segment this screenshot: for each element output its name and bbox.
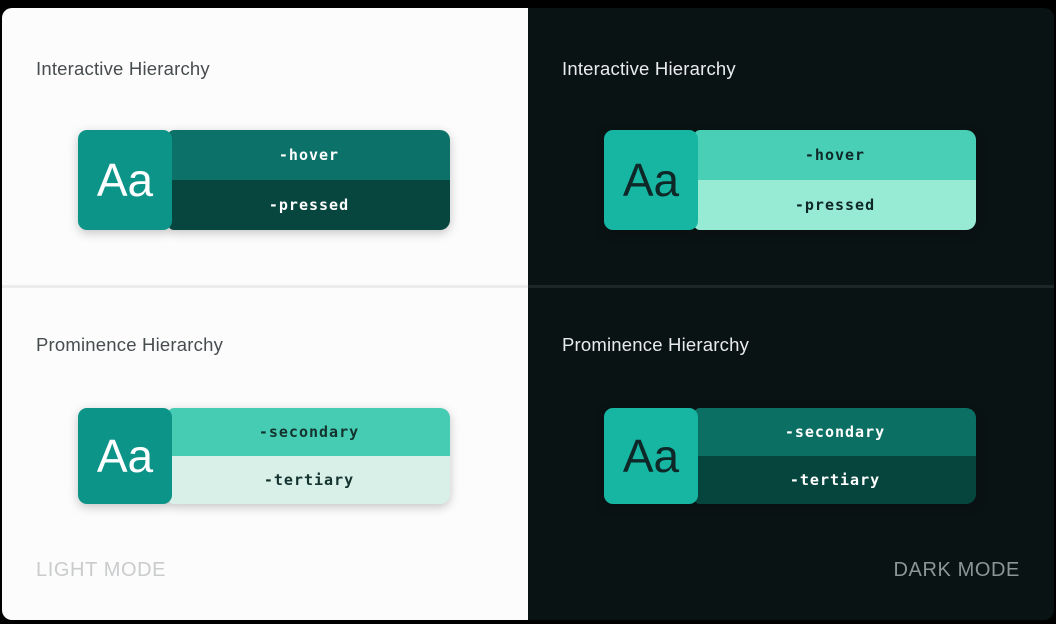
section-title: Interactive Hierarchy [36,58,210,79]
tertiary-swatch-bar: -tertiary [168,456,450,504]
aa-sample-text: Aa [622,430,680,482]
light-mode-label: LIGHT MODE [36,559,167,581]
swatch-bars: -hover -pressed [694,130,976,230]
swatch-bars: -secondary -tertiary [168,408,450,504]
secondary-swatch-bar: -secondary [168,408,450,456]
section-divider [2,285,528,288]
secondary-swatch-bar: -secondary [694,408,976,456]
aa-sample-text: Aa [96,154,154,206]
token-label: -secondary [258,423,360,441]
interactive-hierarchy-section-dark: Interactive Hierarchy -hover -pressed Aa [528,8,1054,285]
tertiary-swatch-bar: -tertiary [694,456,976,504]
interactive-swatch-dark: -hover -pressed Aa [604,130,976,230]
token-label: -hover [278,146,340,164]
section-title: Interactive Hierarchy [562,58,736,79]
dark-mode-panel: Interactive Hierarchy -hover -pressed Aa… [528,0,1056,624]
base-color-tile: Aa [604,408,698,504]
base-color-tile: Aa [78,408,172,504]
section-divider [528,285,1054,288]
pressed-swatch-bar: -pressed [694,180,976,230]
hover-swatch-bar: -hover [694,130,976,180]
interactive-hierarchy-section-light: Interactive Hierarchy -hover -pressed Aa [2,8,528,285]
section-title: Prominence Hierarchy [36,334,224,355]
light-mode-panel: Interactive Hierarchy -hover -pressed Aa… [2,8,528,620]
pressed-swatch-bar: -pressed [168,180,450,230]
token-label: -tertiary [263,471,355,489]
token-label: -hover [804,146,866,164]
token-label: -tertiary [789,471,881,489]
prominence-swatch-dark: -secondary -tertiary Aa [604,408,976,504]
token-label: -pressed [794,196,876,214]
swatch-bars: -hover -pressed [168,130,450,230]
prominence-hierarchy-section-light: Prominence Hierarchy -secondary -tertiar… [2,288,528,620]
section-title: Prominence Hierarchy [562,334,750,355]
prominence-swatch-light: -secondary -tertiary Aa [78,408,450,504]
token-label: -secondary [784,423,886,441]
aa-sample-text: Aa [96,430,154,482]
prominence-hierarchy-section-dark: Prominence Hierarchy -secondary -tertiar… [528,288,1054,620]
aa-sample-text: Aa [622,154,680,206]
token-label: -pressed [268,196,350,214]
hover-swatch-bar: -hover [168,130,450,180]
base-color-tile: Aa [78,130,172,230]
swatch-bars: -secondary -tertiary [694,408,976,504]
dark-mode-label: DARK MODE [893,559,1020,581]
base-color-tile: Aa [604,130,698,230]
interactive-swatch-light: -hover -pressed Aa [78,130,450,230]
